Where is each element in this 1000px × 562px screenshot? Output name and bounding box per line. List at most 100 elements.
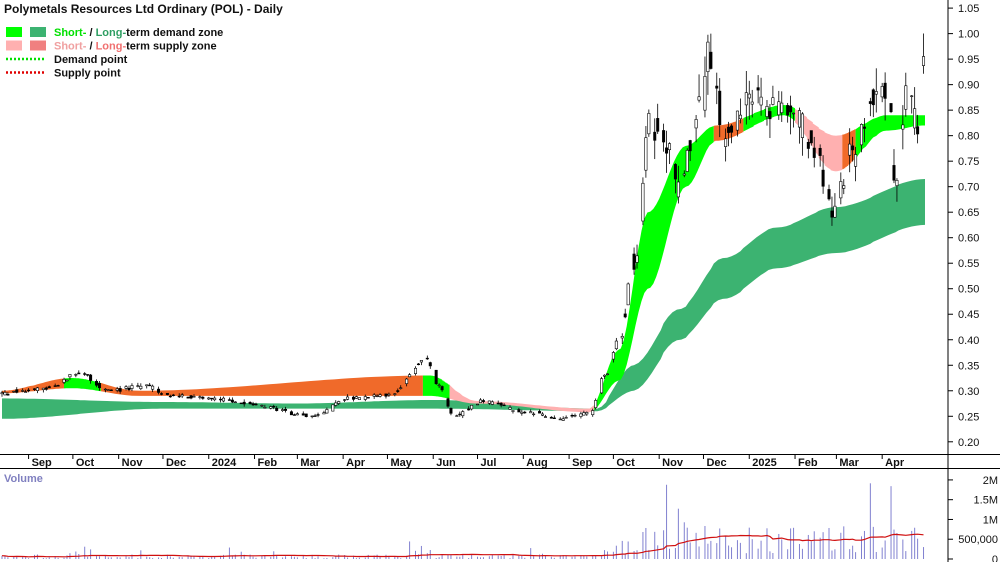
candle-body bbox=[665, 147, 669, 154]
short-term-zone-segment bbox=[855, 115, 925, 159]
price-tick-label: 0.80 bbox=[958, 131, 979, 143]
candle-body bbox=[703, 76, 707, 111]
candle-body bbox=[647, 113, 651, 135]
price-tick-label: 1.05 bbox=[958, 3, 979, 15]
candle-body bbox=[3, 392, 7, 396]
legend-swatch-long bbox=[30, 40, 46, 51]
candle-body bbox=[372, 394, 376, 397]
candle-body bbox=[579, 413, 583, 417]
candle-body bbox=[744, 92, 748, 106]
candle-body bbox=[747, 93, 751, 99]
legend-label: Short- / Long-term supply zone bbox=[54, 41, 217, 53]
candle-body bbox=[53, 385, 57, 387]
candle-body bbox=[396, 390, 400, 392]
candle-body bbox=[502, 404, 506, 407]
candle-body bbox=[458, 413, 462, 416]
time-tick-label: Aug bbox=[526, 457, 547, 469]
candle-body bbox=[859, 124, 863, 146]
candle-body bbox=[177, 395, 181, 398]
volume-tick-label: 500,000 bbox=[958, 534, 998, 546]
candle-body bbox=[455, 415, 459, 417]
candle-body bbox=[901, 124, 905, 130]
volume-axis-ticks: 0 500,000 1M 1.5M 2M bbox=[948, 475, 998, 562]
candle-body bbox=[883, 82, 887, 99]
legend-label: Supply point bbox=[54, 68, 121, 80]
time-tick-label: Dec bbox=[166, 457, 186, 469]
candle-body bbox=[378, 394, 382, 397]
candle-body bbox=[605, 373, 609, 375]
candle-body bbox=[676, 181, 680, 198]
candle-body bbox=[242, 401, 246, 405]
candle-body bbox=[180, 394, 184, 397]
candle-body bbox=[251, 403, 255, 406]
candle-body bbox=[375, 395, 379, 398]
candle-body bbox=[868, 101, 872, 104]
candle-body bbox=[437, 384, 441, 387]
time-tick-label: Mar bbox=[300, 457, 320, 469]
candle-body bbox=[735, 110, 739, 131]
candle-body bbox=[354, 396, 358, 399]
candle-body bbox=[272, 405, 276, 408]
time-tick-label: Sep bbox=[32, 457, 52, 469]
candle-body bbox=[65, 379, 69, 382]
candle-body bbox=[295, 413, 299, 416]
candle-body bbox=[425, 357, 429, 360]
candle-body bbox=[874, 91, 878, 95]
candle-body bbox=[83, 373, 87, 375]
candle-body bbox=[697, 96, 701, 101]
candle-body bbox=[357, 397, 361, 400]
candle-body bbox=[89, 374, 93, 381]
time-tick-label: Feb bbox=[798, 457, 818, 469]
price-tick-label: 0.35 bbox=[958, 360, 979, 372]
candle-body bbox=[186, 396, 190, 399]
candle-body bbox=[750, 101, 754, 105]
legend-swatch-short bbox=[6, 27, 22, 37]
candle-body bbox=[393, 393, 397, 395]
candle-body bbox=[797, 110, 801, 128]
candle-body bbox=[310, 415, 314, 418]
candle-body bbox=[47, 386, 51, 389]
candle-body bbox=[346, 396, 350, 400]
candle-body bbox=[325, 409, 329, 414]
time-tick-label: Jun bbox=[436, 457, 456, 469]
candle-body bbox=[532, 413, 536, 416]
candle-body bbox=[839, 181, 843, 199]
candle-body bbox=[573, 414, 577, 417]
candle-body bbox=[585, 412, 589, 415]
candle-body bbox=[809, 130, 813, 144]
candle-body bbox=[239, 402, 243, 405]
price-tick-label: 0.70 bbox=[958, 182, 979, 194]
candle-body bbox=[334, 402, 338, 406]
price-tick-label: 0.40 bbox=[958, 335, 979, 347]
candle-body bbox=[24, 391, 28, 393]
candle-body bbox=[263, 407, 267, 409]
candle-body bbox=[254, 403, 258, 406]
candle-body bbox=[470, 404, 474, 410]
candle-body bbox=[171, 394, 175, 397]
candle-body bbox=[481, 400, 485, 402]
candle-body bbox=[86, 374, 90, 376]
candle-body bbox=[127, 387, 131, 390]
price-tick-label: 0.90 bbox=[958, 80, 979, 92]
candle-body bbox=[632, 253, 636, 270]
candle-body bbox=[600, 378, 604, 394]
legend-swatch-long bbox=[30, 27, 46, 37]
candle-body bbox=[281, 409, 285, 411]
candle-body bbox=[416, 363, 420, 366]
candle-body bbox=[74, 374, 78, 376]
time-tick-label: Dec bbox=[706, 457, 726, 469]
candle-body bbox=[780, 102, 784, 114]
candle-body bbox=[446, 398, 450, 407]
candle-body bbox=[862, 126, 866, 129]
candle-body bbox=[201, 396, 205, 399]
candle-body bbox=[715, 85, 719, 89]
candle-body bbox=[461, 411, 465, 417]
candle-body bbox=[62, 379, 66, 383]
price-tick-label: 0.95 bbox=[958, 54, 979, 66]
candle-body bbox=[449, 407, 453, 414]
candle-body bbox=[549, 416, 553, 419]
price-tick-label: 0.75 bbox=[958, 156, 979, 168]
candle-body bbox=[275, 407, 279, 411]
candle-body bbox=[682, 173, 686, 176]
